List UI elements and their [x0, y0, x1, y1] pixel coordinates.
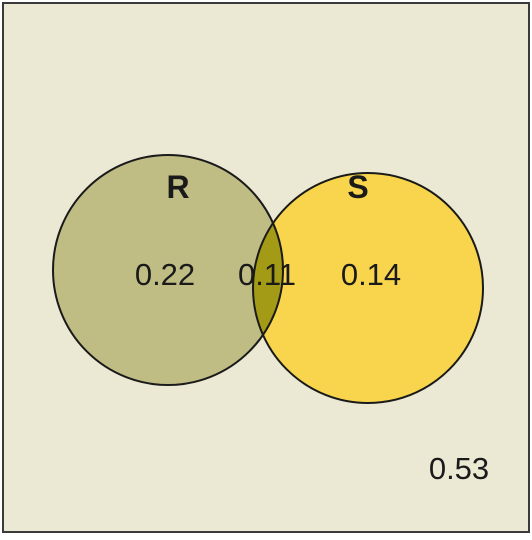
r-only-value: 0.22 — [135, 257, 195, 292]
set-s-label: S — [347, 169, 368, 205]
set-s-outline — [252, 172, 484, 404]
set-r-label: R — [166, 169, 189, 205]
set-r-circle — [53, 155, 283, 385]
set-s-circle — [253, 173, 483, 403]
intersection-value: 0.11 — [238, 257, 296, 292]
set-r-outline — [52, 154, 284, 386]
s-only-value: 0.14 — [341, 257, 401, 292]
outside-value: 0.53 — [429, 451, 489, 486]
